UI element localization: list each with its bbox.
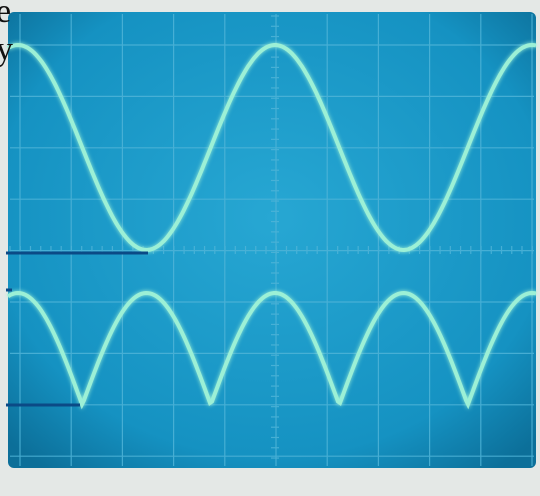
text-fragment: y [0, 31, 13, 68]
page: e y (() => { const data = JSON.parse(doc… [0, 0, 540, 496]
oscilloscope-photo: e y [0, 0, 540, 496]
text-fragment: e [0, 0, 11, 30]
screen [8, 12, 536, 468]
